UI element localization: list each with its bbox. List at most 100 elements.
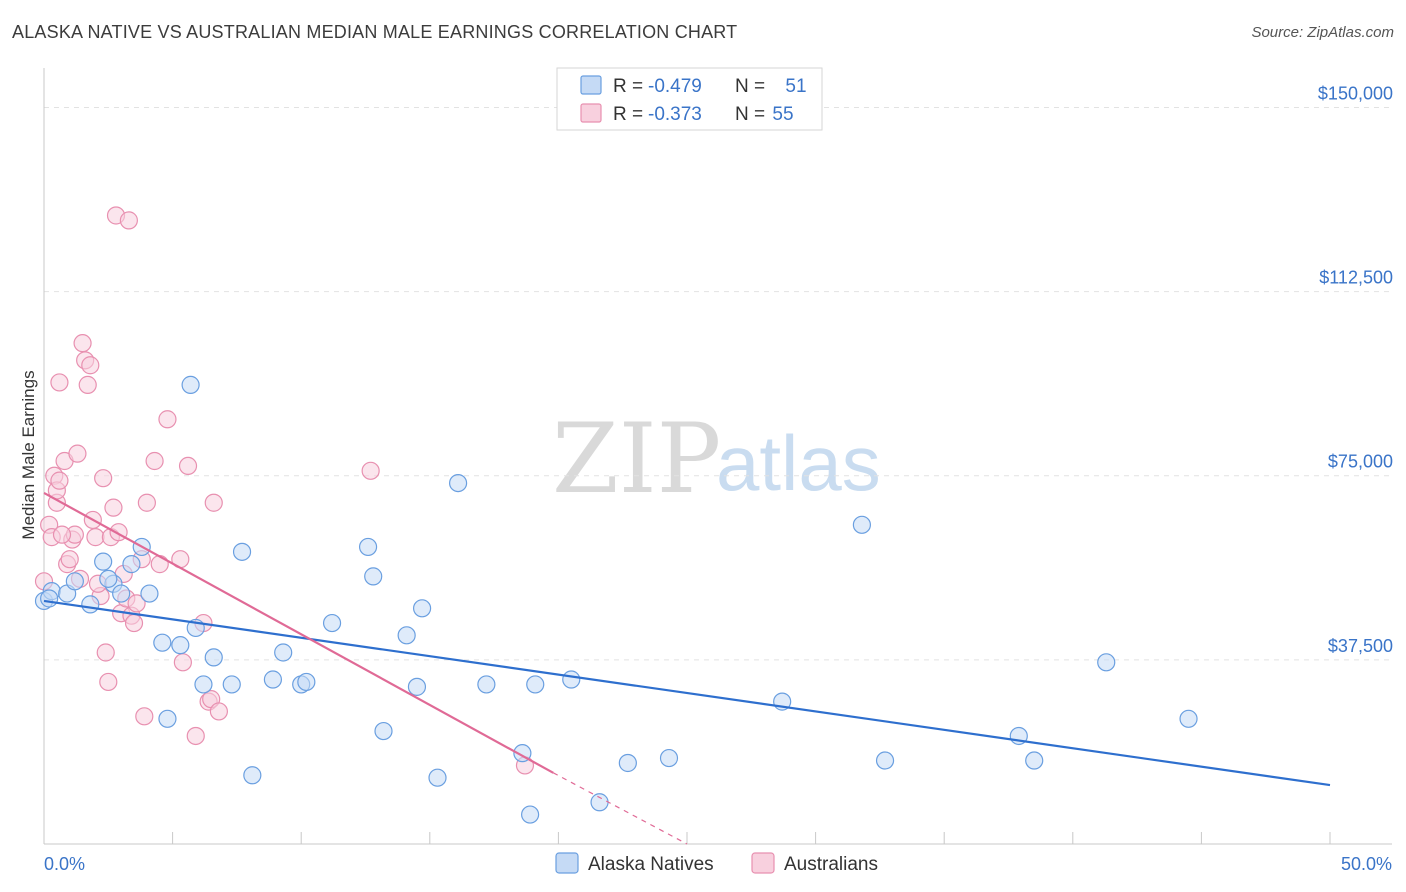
alaska-point-8 (122, 555, 141, 574)
australians-point-16 (81, 356, 100, 375)
alaska-point-21 (263, 670, 283, 689)
alaska-point-4 (81, 595, 100, 614)
legend-swatch-alaska (580, 75, 602, 95)
australians-point-32 (127, 594, 146, 613)
australians-point-13 (73, 334, 92, 353)
x-tick-label-min: 0.0% (44, 854, 85, 874)
legend-n-label-alaska: N = (735, 76, 765, 97)
legend-label-australians: Australians (784, 854, 878, 875)
australians-point-42 (186, 726, 205, 746)
australians-point-12 (68, 444, 87, 463)
y-tick-label-2: $112,500 (1319, 268, 1393, 288)
australians-point-48 (361, 461, 380, 480)
series-legend: Alaska Natives Australians (555, 852, 878, 875)
australians-point-18 (86, 528, 105, 547)
legend-label-alaska-natives: Alaska Natives (588, 854, 714, 875)
alaska-point-18 (222, 675, 241, 694)
australians-point-22 (99, 672, 118, 692)
australians-point-21 (96, 643, 115, 662)
alaska-point-41 (659, 748, 679, 768)
y-axis-tick-labels: $37,500 $75,000 $112,500 $150,000 (1318, 83, 1393, 655)
alaska-point-31 (412, 599, 432, 618)
x-axis-ticks (43, 832, 1331, 844)
y-axis-label: Median Male Earnings (19, 370, 38, 539)
australians-point-40 (173, 653, 192, 672)
watermark-atlas: atlas (716, 419, 881, 507)
alaska-point-44 (875, 751, 895, 770)
alaska-point-32 (428, 768, 447, 787)
alaska-point-29 (397, 626, 416, 645)
alaska-point-28 (374, 721, 393, 741)
y-tick-label-3: $150,000 (1318, 83, 1393, 103)
alaska-point-48 (1179, 709, 1198, 728)
alaska-point-39 (590, 793, 609, 812)
alaska-point-30 (407, 677, 427, 696)
alaska-point-12 (158, 709, 177, 728)
legend-n-value-alaska: 51 (785, 76, 806, 97)
australians-point-36 (145, 451, 164, 471)
alaska-point-14 (181, 375, 200, 394)
alaska-point-43 (852, 515, 871, 534)
alaska-point-10 (140, 584, 159, 603)
alaska-point-19 (232, 542, 252, 561)
alaska-point-24 (297, 672, 316, 692)
australians-point-41 (178, 456, 198, 476)
australians-point-35 (137, 493, 156, 512)
australians-point-38 (158, 410, 177, 429)
alaska-point-37 (526, 675, 545, 694)
alaska-point-26 (358, 537, 378, 557)
alaska-point-27 (364, 567, 383, 586)
legend-n-value-australians: 55 (772, 104, 793, 125)
legend-swatch-bottom-alaska (555, 852, 579, 874)
legend-r-label-alaska: R = (613, 76, 643, 97)
trend-line-alaska (43, 599, 1331, 787)
australians-point-20 (94, 469, 113, 488)
alaska-point-40 (618, 753, 637, 773)
alaska-point-33 (448, 473, 468, 493)
australians-point-46 (204, 493, 223, 512)
australians-point-37 (150, 555, 169, 574)
legend-r-label-australians: R = (613, 104, 643, 125)
legend-swatch-bottom-australians (751, 852, 775, 874)
australians-point-31 (124, 613, 144, 633)
alaska-point-20 (243, 766, 262, 785)
australians-point-6 (50, 471, 69, 490)
trend-lines (43, 491, 1331, 845)
alaska-point-22 (274, 643, 293, 662)
australians-point-24 (104, 498, 123, 517)
alaska-point-34 (477, 675, 496, 694)
alaska-point-17 (204, 648, 223, 667)
alaska-point-49 (40, 589, 59, 608)
gridlines (44, 106, 1392, 661)
chart-title: ALASKA NATIVE VS AUSTRALIAN MEDIAN MALE … (12, 22, 738, 42)
axes (43, 68, 1392, 845)
trend-line-australians (43, 491, 554, 774)
trend-line-australians-extension (552, 772, 688, 845)
alaska-point-46 (1025, 751, 1044, 770)
legend-r-value-alaska: -0.479 (648, 76, 702, 97)
australians-point-9 (60, 550, 79, 569)
alaska-point-3 (65, 572, 84, 591)
australians-point-29 (119, 211, 138, 230)
australians-point-15 (78, 375, 97, 394)
australians-point-47 (209, 702, 228, 721)
australians-point-34 (135, 707, 154, 726)
alaska-point-36 (521, 805, 540, 824)
legend-swatch-australians (580, 103, 602, 123)
series-alaska-natives (34, 375, 1198, 824)
alaska-point-5 (94, 552, 113, 571)
alaska-point-25 (322, 613, 342, 633)
y-tick-label-1: $75,000 (1328, 452, 1393, 472)
alaska-point-16 (194, 675, 213, 694)
watermark-zip: ZIP (552, 403, 721, 515)
australians-point-50 (50, 373, 69, 392)
alaska-point-50 (99, 569, 118, 588)
alaska-point-7 (112, 584, 131, 603)
alaska-point-11 (153, 633, 172, 652)
australians-point-54 (52, 525, 72, 544)
stats-legend: R = -0.479 N = 51 R = -0.373 N = 55 (556, 67, 823, 131)
legend-r-value-australians: -0.373 (648, 104, 702, 125)
legend-n-label-australians: N = (735, 104, 765, 125)
alaska-point-13 (171, 636, 190, 655)
